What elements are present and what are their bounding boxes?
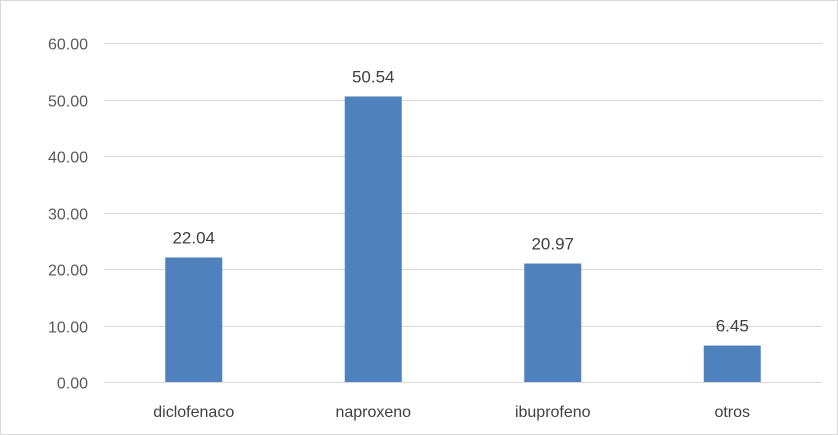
category-label-ibuprofeno: ibuprofeno bbox=[515, 404, 591, 421]
y-tick-label: 30.00 bbox=[48, 207, 88, 224]
data-label-ibuprofeno: 20.97 bbox=[531, 235, 574, 254]
bar-naproxeno bbox=[344, 96, 402, 382]
y-tick-label: 10.00 bbox=[48, 320, 88, 337]
bar-otros bbox=[703, 345, 761, 382]
category-label-diclofenaco: diclofenaco bbox=[153, 404, 234, 421]
bar-diclofenaco bbox=[165, 257, 223, 382]
category-label-naproxeno: naproxeno bbox=[335, 404, 411, 421]
x-axis-category-labels: diclofenaco naproxeno ibuprofeno otros bbox=[153, 404, 750, 421]
category-label-otros: otros bbox=[714, 404, 750, 421]
gridlines bbox=[104, 43, 822, 383]
y-tick-label: 60.00 bbox=[48, 37, 88, 54]
y-axis-tick-labels: 0.00 10.00 20.00 30.00 40.00 50.00 60.00 bbox=[48, 37, 88, 393]
y-tick-label: 0.00 bbox=[57, 376, 88, 393]
y-tick-label: 50.00 bbox=[48, 94, 88, 111]
y-tick-label: 20.00 bbox=[48, 263, 88, 280]
data-labels: 22.04 50.54 20.97 6.45 bbox=[172, 67, 748, 335]
data-label-otros: 6.45 bbox=[716, 317, 749, 336]
data-label-diclofenaco: 22.04 bbox=[172, 228, 215, 247]
y-tick-label: 40.00 bbox=[48, 150, 88, 167]
bar-ibuprofeno bbox=[524, 263, 582, 382]
bars bbox=[165, 96, 761, 382]
data-label-naproxeno: 50.54 bbox=[352, 67, 395, 86]
